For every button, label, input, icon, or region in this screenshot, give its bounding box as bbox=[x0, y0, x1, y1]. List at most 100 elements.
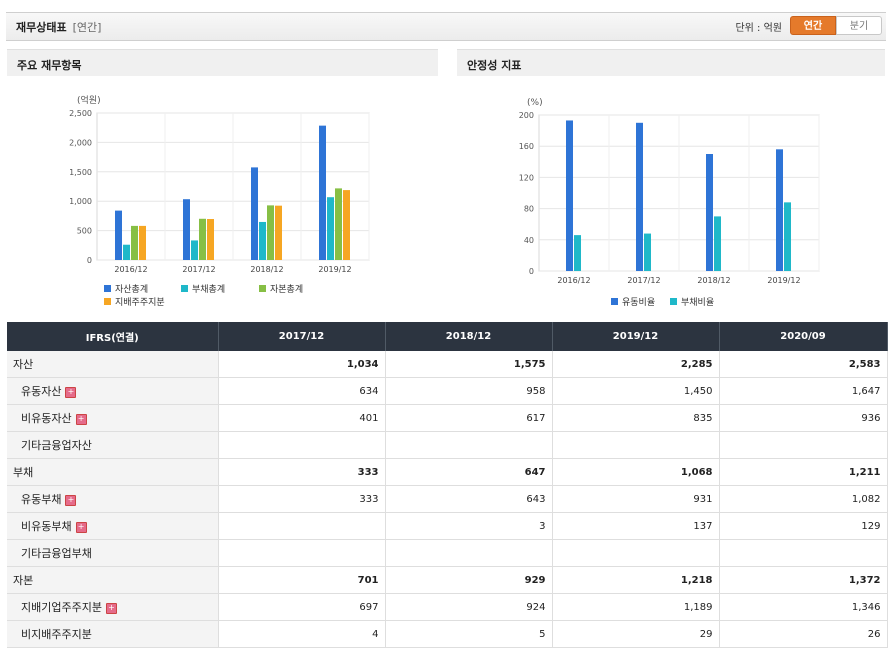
bar-1 bbox=[319, 125, 326, 260]
row-label: 지배기업주주지분 + bbox=[7, 593, 219, 621]
y-tick-label: 1,000 bbox=[69, 197, 92, 206]
cell-value: 647 bbox=[385, 458, 553, 486]
cell-value: 29 bbox=[552, 620, 720, 648]
row-label: 비유동부채 + bbox=[7, 512, 219, 540]
x-tick-label: 2018/12 bbox=[250, 265, 283, 274]
cell-value bbox=[552, 431, 720, 459]
title-text: 재무상태표 bbox=[16, 21, 67, 34]
row-label-text: 비유동자산 bbox=[21, 412, 72, 425]
table-row: 자산 1,034 1,575 2,285 2,583 bbox=[7, 351, 888, 378]
cell-value bbox=[385, 431, 553, 459]
row-label: 자산 bbox=[7, 351, 219, 378]
cell-value: 924 bbox=[385, 593, 553, 621]
expand-plus-icon[interactable]: + bbox=[75, 413, 87, 425]
legend-label: 유동비율 bbox=[622, 297, 655, 308]
cell-value: 401 bbox=[218, 404, 386, 432]
bar-1 bbox=[636, 122, 643, 271]
cell-value bbox=[218, 431, 386, 459]
x-tick-label: 2017/12 bbox=[182, 265, 215, 274]
cell-value: 701 bbox=[218, 566, 386, 594]
cell-value: 1,034 bbox=[218, 351, 386, 378]
row-label: 기타금융업자산 bbox=[7, 431, 219, 459]
row-label: 자본 bbox=[7, 566, 219, 594]
cell-value: 936 bbox=[719, 404, 888, 432]
x-tick-label: 2019/12 bbox=[318, 265, 351, 274]
legend-label: 지배주주지분 bbox=[115, 297, 165, 308]
cell-value: 2,583 bbox=[719, 351, 888, 378]
row-label-text: 유동자산 bbox=[21, 385, 62, 398]
bar-4 bbox=[139, 225, 146, 260]
bar-2 bbox=[259, 221, 266, 260]
bar-1 bbox=[183, 199, 190, 260]
legend-label: 부채총계 bbox=[192, 283, 225, 295]
legend-swatch bbox=[611, 298, 618, 305]
bar-2 bbox=[574, 235, 581, 271]
left-panel-title: 주요 재무항목 bbox=[17, 59, 82, 72]
y-tick-label: 160 bbox=[519, 142, 534, 151]
cell-value: 4 bbox=[218, 620, 386, 648]
bar-1 bbox=[115, 210, 122, 260]
row-label-text: 비지배주주지분 bbox=[21, 628, 92, 641]
bar-3 bbox=[199, 218, 206, 260]
expand-plus-icon[interactable]: + bbox=[65, 494, 77, 506]
bar-2 bbox=[123, 244, 130, 260]
top-bar: 재무상태표 [연간] 단위 : 억원 연간 분기 bbox=[6, 12, 886, 41]
bar-1 bbox=[251, 167, 258, 260]
legend-label: 부채비율 bbox=[681, 297, 714, 308]
row-label-text: 자산 bbox=[13, 358, 34, 371]
cell-value: 958 bbox=[385, 377, 553, 405]
table-row: 비유동자산 +401 617 835 936 bbox=[7, 404, 888, 432]
table-row: 유동자산 +634 958 1,450 1,647 bbox=[7, 377, 888, 405]
row-label-text: 기타금융업자산 bbox=[21, 439, 92, 452]
cell-value: 26 bbox=[719, 620, 888, 648]
y-tick-label: 1,500 bbox=[69, 168, 92, 177]
y-tick-label: 200 bbox=[519, 111, 534, 120]
bar-3 bbox=[267, 205, 274, 260]
row-label-text: 자본 bbox=[13, 574, 34, 587]
x-tick-label: 2019/12 bbox=[767, 276, 800, 285]
expand-plus-icon[interactable]: + bbox=[105, 602, 117, 614]
legend-swatch bbox=[259, 285, 266, 292]
cell-value: 1,218 bbox=[552, 566, 720, 594]
y-tick-label: 2,000 bbox=[69, 138, 92, 147]
expand-plus-icon[interactable]: + bbox=[65, 386, 77, 398]
table-row: 유동부채 +333 643 931 1,082 bbox=[7, 485, 888, 513]
expand-plus-icon[interactable]: + bbox=[75, 521, 87, 533]
cell-value: 643 bbox=[385, 485, 553, 513]
header-2019: 2019/12 bbox=[552, 322, 720, 351]
bar-3 bbox=[335, 188, 342, 260]
quarter-button[interactable]: 분기 bbox=[836, 16, 882, 35]
row-label: 비유동자산 + bbox=[7, 404, 219, 432]
cell-value: 1,189 bbox=[552, 593, 720, 621]
cell-value: 1,068 bbox=[552, 458, 720, 486]
table-row: 지배기업주주지분 +697 924 1,189 1,346 bbox=[7, 593, 888, 621]
period-subtitle: [연간] bbox=[72, 21, 102, 34]
cell-value: 137 bbox=[552, 512, 720, 540]
cell-value: 1,346 bbox=[719, 593, 888, 621]
row-label-text: 기타금융업부채 bbox=[21, 547, 92, 560]
bar-4 bbox=[275, 205, 282, 260]
cell-value: 1,575 bbox=[385, 351, 553, 378]
y-tick-label: 0 bbox=[529, 267, 534, 276]
cell-value bbox=[218, 539, 386, 567]
header-2018: 2018/12 bbox=[385, 322, 553, 351]
bar-4 bbox=[343, 190, 350, 260]
bar-1 bbox=[566, 120, 573, 272]
cell-value: 697 bbox=[218, 593, 386, 621]
y-tick-label: 0 bbox=[87, 256, 92, 265]
cell-value: 1,372 bbox=[719, 566, 888, 594]
row-label-text: 부채 bbox=[13, 466, 34, 479]
bar-1 bbox=[776, 149, 783, 271]
cell-value: 5 bbox=[385, 620, 553, 648]
table-row: 부채 333 647 1,068 1,211 bbox=[7, 458, 888, 486]
stability-chart: (%) 0 40 80 120 160 200 2016/12 2017/12 2018/12 20… bbox=[519, 98, 820, 308]
y-tick-label: 120 bbox=[519, 173, 534, 182]
bar-2 bbox=[191, 240, 198, 260]
table-row: 기타금융업부채 bbox=[7, 539, 888, 567]
x-tick-label: 2018/12 bbox=[697, 276, 730, 285]
bar-2 bbox=[784, 202, 791, 271]
bar-4 bbox=[207, 219, 214, 260]
annual-button[interactable]: 연간 bbox=[790, 16, 836, 35]
y-axis-label: (억원) bbox=[77, 94, 101, 106]
header-2017: 2017/12 bbox=[218, 322, 386, 351]
